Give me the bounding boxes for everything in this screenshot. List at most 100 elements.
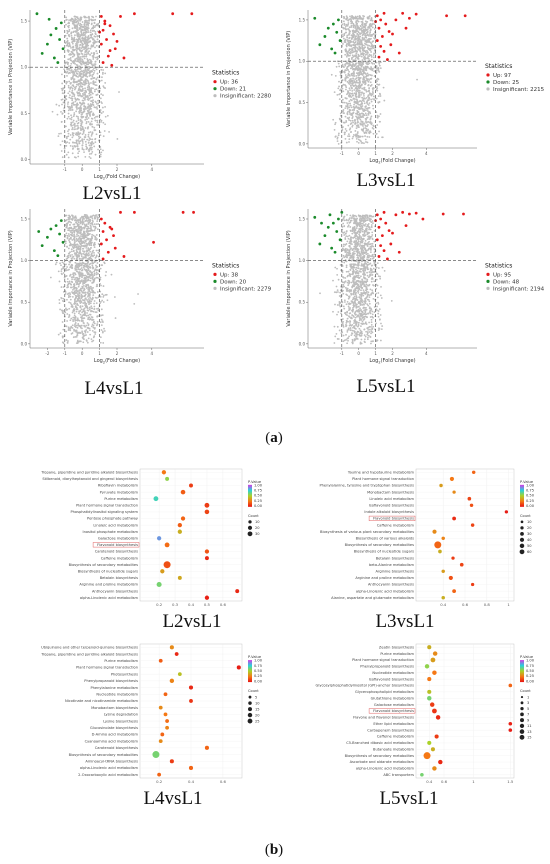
down-point bbox=[46, 42, 49, 46]
insignificant-point bbox=[113, 296, 116, 298]
insignificant-point bbox=[94, 277, 96, 280]
insignificant-point bbox=[90, 18, 93, 21]
insignificant-point bbox=[340, 312, 342, 315]
insignificant-point bbox=[349, 127, 352, 130]
up-point bbox=[391, 32, 394, 36]
insignificant-point bbox=[89, 277, 92, 280]
insignificant-point bbox=[376, 116, 379, 119]
insignificant-point bbox=[82, 72, 85, 74]
insignificant-point bbox=[360, 32, 363, 34]
insignificant-point bbox=[81, 305, 84, 308]
insignificant-point bbox=[81, 95, 84, 98]
insignificant-point bbox=[89, 40, 92, 43]
insignificant-point bbox=[65, 269, 68, 272]
insignificant-point bbox=[76, 334, 79, 336]
insignificant-point bbox=[70, 62, 73, 65]
insignificant-point bbox=[359, 50, 362, 53]
insignificant-point bbox=[84, 302, 87, 305]
insignificant-point bbox=[60, 286, 63, 288]
y-tick-label: 1.0 bbox=[299, 59, 306, 64]
insignificant-point bbox=[89, 313, 91, 316]
insignificant-point bbox=[88, 61, 91, 64]
insignificant-point bbox=[355, 56, 358, 58]
insignificant-point bbox=[70, 91, 73, 94]
insignificant-point bbox=[364, 117, 367, 120]
insignificant-point bbox=[71, 136, 74, 139]
insignificant-point bbox=[81, 49, 84, 52]
insignificant-point bbox=[349, 48, 352, 51]
insignificant-point bbox=[356, 140, 358, 143]
insignificant-point bbox=[355, 239, 358, 242]
insignificant-point bbox=[355, 52, 358, 55]
insignificant-point bbox=[361, 21, 364, 23]
insignificant-point bbox=[67, 132, 70, 135]
down-point bbox=[46, 235, 49, 239]
insignificant-point bbox=[363, 86, 366, 89]
insignificant-point bbox=[361, 122, 363, 124]
insignificant-point bbox=[379, 61, 382, 64]
insignificant-point bbox=[80, 297, 83, 300]
insignificant-point bbox=[67, 216, 70, 219]
insignificant-point bbox=[96, 23, 99, 26]
insignificant-point bbox=[75, 80, 78, 83]
insignificant-point bbox=[346, 281, 349, 284]
insignificant-point bbox=[80, 18, 83, 21]
insignificant-point bbox=[74, 97, 76, 100]
insignificant-point bbox=[87, 31, 90, 33]
insignificant-point bbox=[90, 287, 93, 290]
insignificant-point bbox=[70, 221, 72, 224]
insignificant-point bbox=[91, 38, 94, 41]
legend-label: Up: 97 bbox=[493, 73, 512, 79]
insignificant-point bbox=[73, 229, 76, 232]
insignificant-point bbox=[104, 274, 107, 277]
insignificant-point bbox=[96, 315, 99, 317]
insignificant-point bbox=[90, 298, 92, 300]
insignificant-point bbox=[88, 66, 91, 68]
insignificant-point bbox=[71, 109, 74, 111]
insignificant-point bbox=[83, 138, 86, 141]
insignificant-point bbox=[91, 92, 94, 95]
insignificant-point bbox=[85, 72, 88, 75]
insignificant-point bbox=[350, 49, 353, 51]
insignificant-point bbox=[91, 298, 94, 301]
insignificant-point bbox=[348, 280, 351, 283]
insignificant-point bbox=[366, 135, 369, 138]
insignificant-point bbox=[72, 310, 75, 313]
up-point bbox=[380, 35, 384, 38]
insignificant-point bbox=[102, 135, 105, 138]
insignificant-point bbox=[364, 131, 367, 134]
insignificant-point bbox=[95, 103, 98, 105]
insignificant-point bbox=[367, 291, 370, 294]
insignificant-point bbox=[87, 267, 90, 270]
insignificant-point bbox=[97, 249, 100, 252]
up-point bbox=[382, 11, 386, 15]
insignificant-point bbox=[358, 83, 361, 86]
insignificant-point bbox=[349, 84, 352, 87]
insignificant-point bbox=[87, 265, 90, 268]
insignificant-point bbox=[73, 26, 76, 29]
insignificant-point bbox=[346, 112, 349, 115]
insignificant-point bbox=[368, 87, 371, 89]
insignificant-point bbox=[66, 341, 69, 344]
insignificant-point bbox=[370, 47, 373, 50]
insignificant-point bbox=[87, 227, 90, 230]
insignificant-point bbox=[359, 43, 362, 46]
insignificant-point bbox=[361, 96, 363, 99]
insignificant-point bbox=[87, 52, 90, 55]
insignificant-point bbox=[77, 152, 80, 155]
insignificant-point bbox=[100, 308, 103, 311]
insignificant-point bbox=[91, 30, 94, 32]
insignificant-point bbox=[353, 31, 356, 34]
insignificant-point bbox=[74, 63, 76, 65]
insignificant-point bbox=[360, 68, 363, 71]
insignificant-point bbox=[369, 118, 372, 121]
insignificant-point bbox=[87, 63, 89, 65]
insignificant-point bbox=[86, 127, 89, 130]
insignificant-point bbox=[80, 242, 82, 245]
insignificant-point bbox=[100, 68, 103, 71]
insignificant-point bbox=[346, 65, 349, 68]
insignificant-point bbox=[348, 32, 351, 35]
insignificant-point bbox=[82, 241, 85, 244]
insignificant-point bbox=[364, 27, 367, 29]
